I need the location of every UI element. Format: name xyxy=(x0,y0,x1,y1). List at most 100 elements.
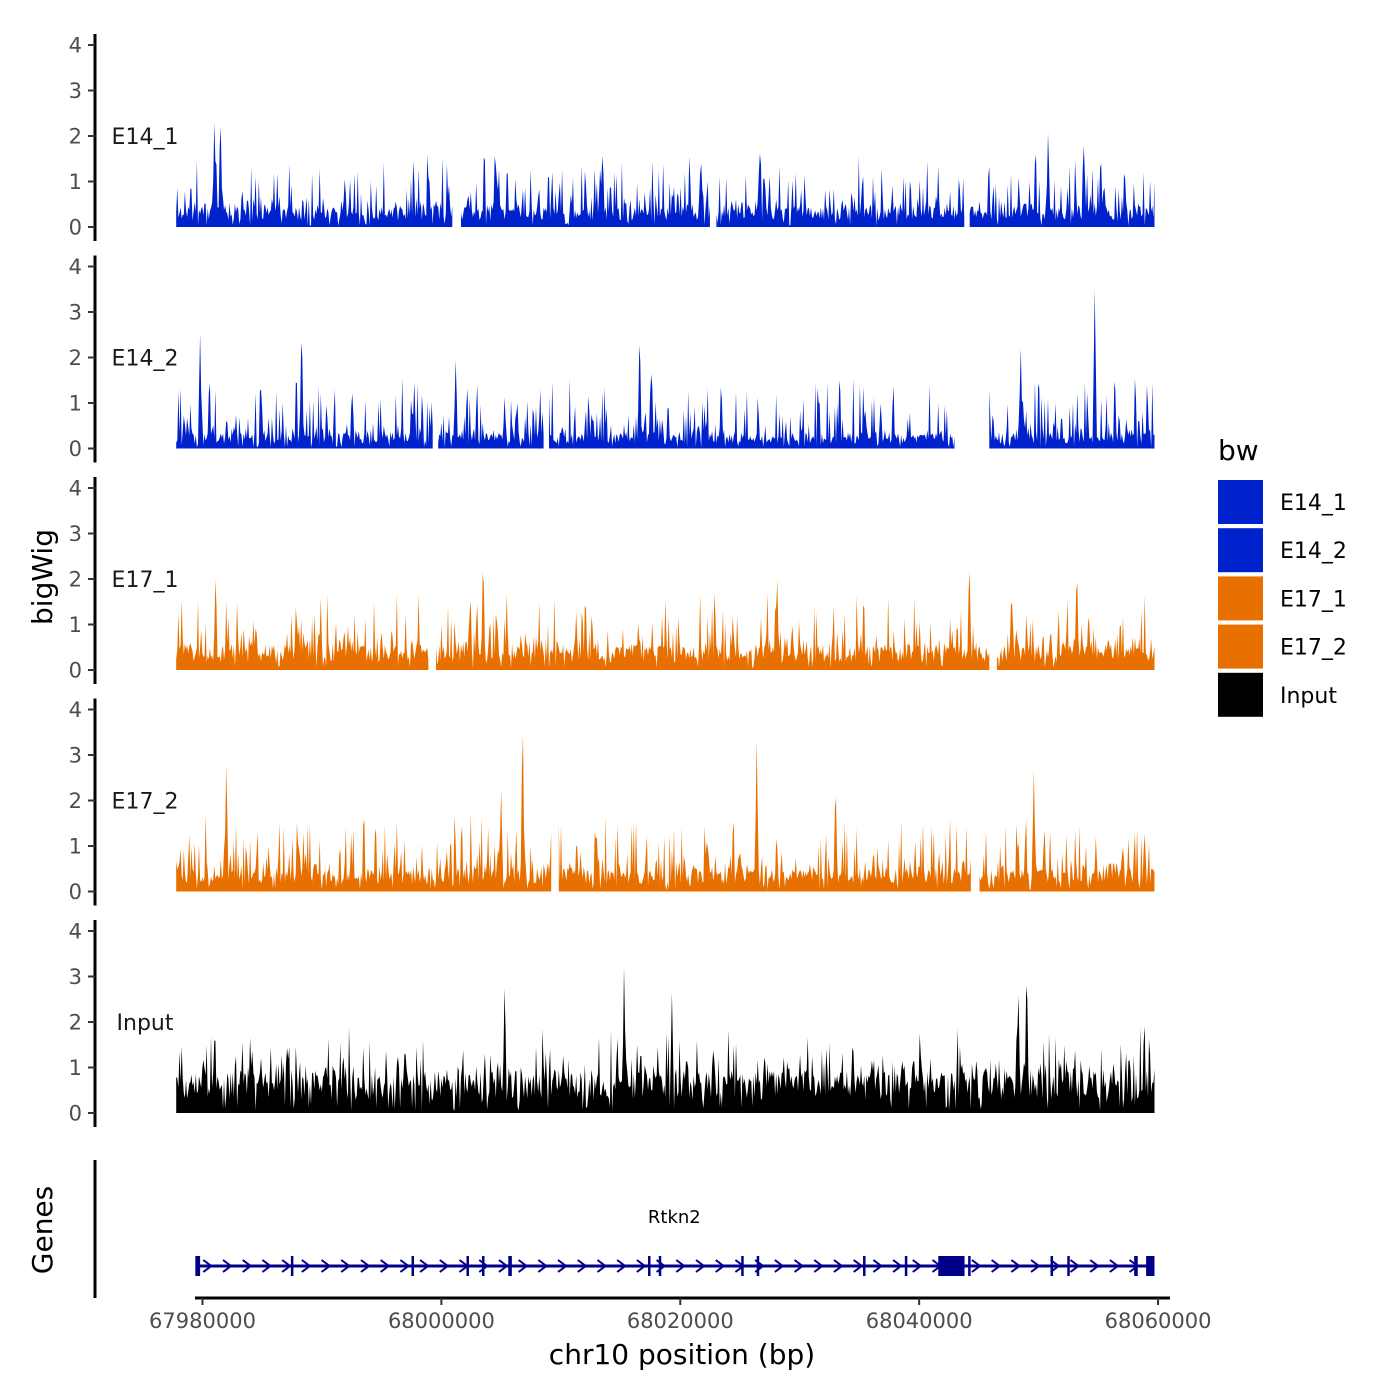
legend-swatch-E14_1 xyxy=(1218,480,1263,524)
strand-arrow xyxy=(774,1259,785,1273)
legend-label: E14_2 xyxy=(1280,539,1347,564)
x-axis-title: chr10 position (bp) xyxy=(549,1338,815,1371)
legend-title: bw xyxy=(1218,434,1259,467)
strand-arrow xyxy=(1010,1259,1021,1273)
track-label: Input xyxy=(117,1011,174,1036)
y-tick-label: 0 xyxy=(69,437,82,461)
strand-arrow xyxy=(419,1259,430,1273)
strand-arrow xyxy=(971,1259,982,1273)
gene-exon xyxy=(756,1256,760,1276)
strand-arrow xyxy=(833,1259,844,1273)
y-tick-label: 4 xyxy=(69,477,82,501)
strand-arrow xyxy=(301,1259,312,1273)
y-tick-label: 0 xyxy=(69,1102,82,1126)
strand-arrow xyxy=(360,1259,371,1273)
legend-swatch-Input xyxy=(1218,672,1263,717)
strand-arrow xyxy=(222,1259,233,1273)
gene-exon xyxy=(1067,1256,1070,1276)
y-tick-label: 4 xyxy=(69,920,82,944)
strand-arrow xyxy=(793,1259,805,1273)
genes-track-title: Genes xyxy=(26,1186,59,1274)
x-tick-label: 68040000 xyxy=(866,1309,973,1333)
legend-label: E14_1 xyxy=(1280,491,1347,516)
legend-swatch-E14_2 xyxy=(1218,528,1263,573)
y-tick-label: 4 xyxy=(69,255,82,279)
strand-arrow xyxy=(557,1259,568,1273)
track-label: E14_2 xyxy=(112,347,179,372)
strand-arrow xyxy=(991,1259,1002,1273)
strand-arrow xyxy=(1109,1259,1120,1273)
gene-exon xyxy=(466,1256,469,1276)
strand-arrow xyxy=(715,1259,726,1273)
gene-exon xyxy=(658,1256,662,1276)
x-tick-label: 68000000 xyxy=(388,1309,495,1333)
signal-area-E17_1 xyxy=(176,571,1155,670)
legend-label: E17_1 xyxy=(1280,587,1347,612)
strand-arrow xyxy=(1030,1259,1041,1273)
strand-arrow xyxy=(478,1259,489,1273)
strand-arrow xyxy=(577,1259,588,1273)
y-tick-label: 0 xyxy=(69,659,82,683)
strand-arrow xyxy=(872,1259,884,1273)
strand-arrow xyxy=(675,1259,686,1273)
strand-arrow xyxy=(695,1259,706,1273)
gene-exon xyxy=(648,1256,651,1276)
y-tick-label: 4 xyxy=(69,698,82,722)
legend-label: E17_2 xyxy=(1280,636,1347,661)
track-label: E14_1 xyxy=(112,125,179,150)
y-tick-label: 4 xyxy=(69,34,82,58)
strand-arrow xyxy=(340,1259,351,1273)
y-tick-label: 3 xyxy=(69,744,82,768)
strand-arrow xyxy=(636,1259,647,1273)
strand-arrow xyxy=(1050,1259,1061,1273)
strand-arrow xyxy=(892,1259,903,1273)
strand-arrow xyxy=(380,1259,391,1273)
track-E14_2: 0 1 2 3 4 E14_2 xyxy=(69,255,1155,463)
y-tick-label: 1 xyxy=(69,170,82,194)
strand-arrow xyxy=(1089,1259,1100,1273)
strand-arrow xyxy=(498,1259,509,1273)
x-tick-label: 68060000 xyxy=(1105,1309,1212,1333)
strand-arrow xyxy=(399,1259,411,1273)
y-tick-label: 2 xyxy=(69,789,82,813)
legend-swatch-E17_1 xyxy=(1218,576,1263,621)
y-tick-label: 3 xyxy=(69,301,82,325)
y-tick-label: 2 xyxy=(69,568,82,592)
gene-exon xyxy=(411,1256,415,1276)
y-tick-label: 1 xyxy=(69,1056,82,1080)
y-tick-label: 2 xyxy=(69,1011,82,1035)
gene-exon xyxy=(1146,1256,1155,1276)
x-axis: 67980000 68000000 68020000 68040000 68060000 xyxy=(149,1296,1212,1333)
strand-arrow xyxy=(596,1259,608,1273)
track-Input: 0 1 2 3 4 Input xyxy=(69,920,1155,1127)
legend-label: Input xyxy=(1280,684,1337,709)
gene-track: Rtkn2 xyxy=(93,1160,1155,1298)
signal-area-E14_1 xyxy=(176,122,1155,227)
signal-area-E14_2 xyxy=(176,289,1155,449)
signal-area-Input xyxy=(176,967,1155,1113)
gene-exon xyxy=(863,1256,866,1276)
gene-name-label: Rtkn2 xyxy=(648,1207,701,1228)
legend: bw E14_1 E14_2 E17_1 E17_2 Input xyxy=(1218,434,1347,717)
tracks-layer: 0 1 2 3 4 E14_1 0 1 2 3 4 E14_2 0 1 2 3 4 E17_1 0 1 2 3 4 E17_2… xyxy=(69,34,1155,1127)
gene-exon xyxy=(741,1256,744,1276)
gene-exon xyxy=(1134,1256,1138,1276)
gene-exon xyxy=(508,1256,512,1276)
strand-arrow xyxy=(518,1259,529,1273)
gene-exon xyxy=(904,1256,908,1276)
track-E14_1: 0 1 2 3 4 E14_1 xyxy=(69,34,1155,241)
strand-arrow xyxy=(202,1259,213,1273)
strand-arrow xyxy=(320,1259,332,1273)
strand-arrow xyxy=(616,1259,627,1273)
strand-arrow xyxy=(281,1259,292,1273)
strand-arrow xyxy=(813,1259,824,1273)
gene-exon xyxy=(195,1256,201,1276)
y-tick-label: 0 xyxy=(69,880,82,904)
strand-arrow xyxy=(537,1259,548,1273)
gene-exon xyxy=(290,1256,294,1276)
track-E17_1: 0 1 2 3 4 E17_1 xyxy=(69,477,1155,684)
strand-arrow xyxy=(439,1259,450,1273)
strand-arrow xyxy=(912,1259,923,1273)
y-tick-label: 1 xyxy=(69,392,82,416)
